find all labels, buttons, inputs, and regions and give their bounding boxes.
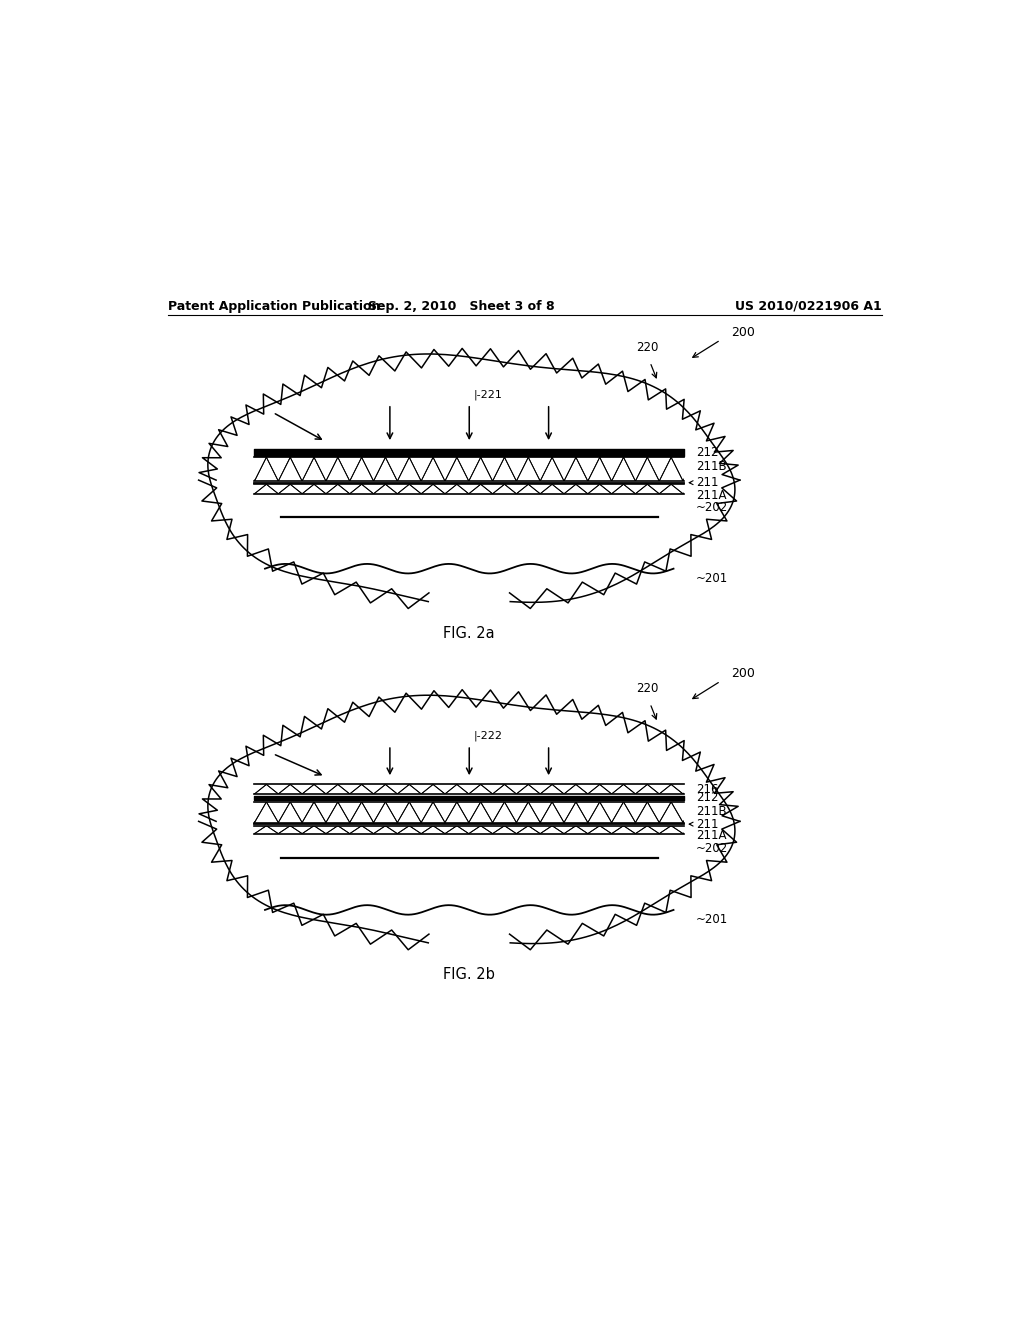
Text: FIG. 2a: FIG. 2a xyxy=(443,626,495,640)
Bar xyxy=(255,803,684,822)
Bar xyxy=(255,784,684,793)
Text: 211A: 211A xyxy=(696,829,726,842)
Bar xyxy=(255,826,684,834)
Bar xyxy=(255,826,684,834)
Text: ~202: ~202 xyxy=(696,842,728,855)
Text: ~202: ~202 xyxy=(696,502,728,513)
Text: 211A: 211A xyxy=(696,488,726,502)
Bar xyxy=(255,457,684,480)
Text: |-221: |-221 xyxy=(473,389,502,400)
Text: 211: 211 xyxy=(696,817,719,830)
Text: 211B: 211B xyxy=(696,461,726,474)
Text: Patent Application Publication: Patent Application Publication xyxy=(168,300,380,313)
Text: 200: 200 xyxy=(731,667,755,680)
Bar xyxy=(255,784,684,793)
Bar xyxy=(255,803,684,822)
Bar xyxy=(255,484,684,494)
Bar xyxy=(255,457,684,480)
Text: 216: 216 xyxy=(696,783,719,796)
Text: 212: 212 xyxy=(696,446,719,459)
Text: 200: 200 xyxy=(731,326,755,339)
Text: 212: 212 xyxy=(696,792,719,804)
Text: ~201: ~201 xyxy=(696,572,728,585)
Text: 211: 211 xyxy=(696,477,719,490)
Text: |-222: |-222 xyxy=(473,730,502,741)
Bar xyxy=(255,484,684,494)
Text: Sep. 2, 2010   Sheet 3 of 8: Sep. 2, 2010 Sheet 3 of 8 xyxy=(368,300,555,313)
Text: US 2010/0221906 A1: US 2010/0221906 A1 xyxy=(735,300,882,313)
Text: 211B: 211B xyxy=(696,805,726,817)
Text: 220: 220 xyxy=(636,682,658,696)
Text: 220: 220 xyxy=(636,341,658,354)
Text: ~201: ~201 xyxy=(696,913,728,925)
Text: FIG. 2b: FIG. 2b xyxy=(443,968,496,982)
